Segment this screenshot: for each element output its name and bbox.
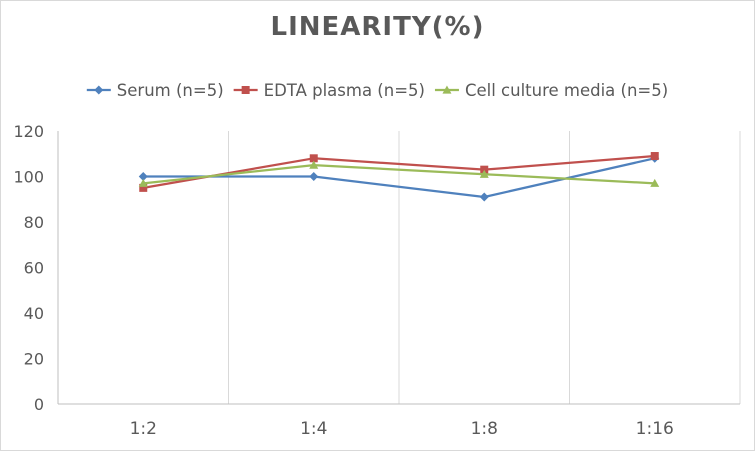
y-tick-label: 80	[24, 213, 44, 232]
data-point	[138, 172, 148, 181]
x-tick-label: 1:8	[471, 419, 498, 439]
legend-label: Serum (n=5)	[117, 81, 224, 100]
data-point	[650, 152, 659, 161]
data-point	[479, 169, 489, 178]
y-tick-label: 0	[34, 395, 44, 414]
data-point	[650, 178, 660, 187]
series-line	[143, 164, 655, 185]
y-tick-label: 120	[13, 122, 44, 141]
legend-label: EDTA plasma (n=5)	[264, 81, 425, 100]
chart-title: LINEARITY(%)	[270, 12, 485, 42]
legend-marker	[94, 85, 104, 95]
y-tick-label: 60	[24, 259, 44, 278]
x-tick-label: 1:2	[130, 419, 157, 439]
x-tick-label: 1:16	[636, 419, 674, 439]
data-point	[139, 183, 148, 192]
legend-marker	[442, 85, 452, 94]
data-point	[309, 172, 319, 181]
series-line	[143, 157, 655, 199]
y-tick-label: 100	[13, 168, 44, 187]
series-line	[143, 154, 655, 189]
data-point	[480, 165, 489, 174]
y-tick-label: 40	[24, 304, 44, 323]
legend-items: Serum (n=5) EDTA plasma (n=5) Cell culture…	[86, 81, 668, 100]
data-point	[138, 178, 148, 187]
data-point	[479, 192, 489, 202]
data-point	[309, 154, 318, 163]
x-tick-label: 1:4	[300, 419, 327, 439]
legend-label: Cell culture media (n=5)	[465, 81, 668, 100]
data-point	[309, 160, 319, 169]
y-tick-label: 20	[24, 350, 44, 369]
chart-legend: Serum (n=5) EDTA plasma (n=5) Cell culture…	[86, 81, 668, 100]
legend-marker	[241, 86, 250, 94]
